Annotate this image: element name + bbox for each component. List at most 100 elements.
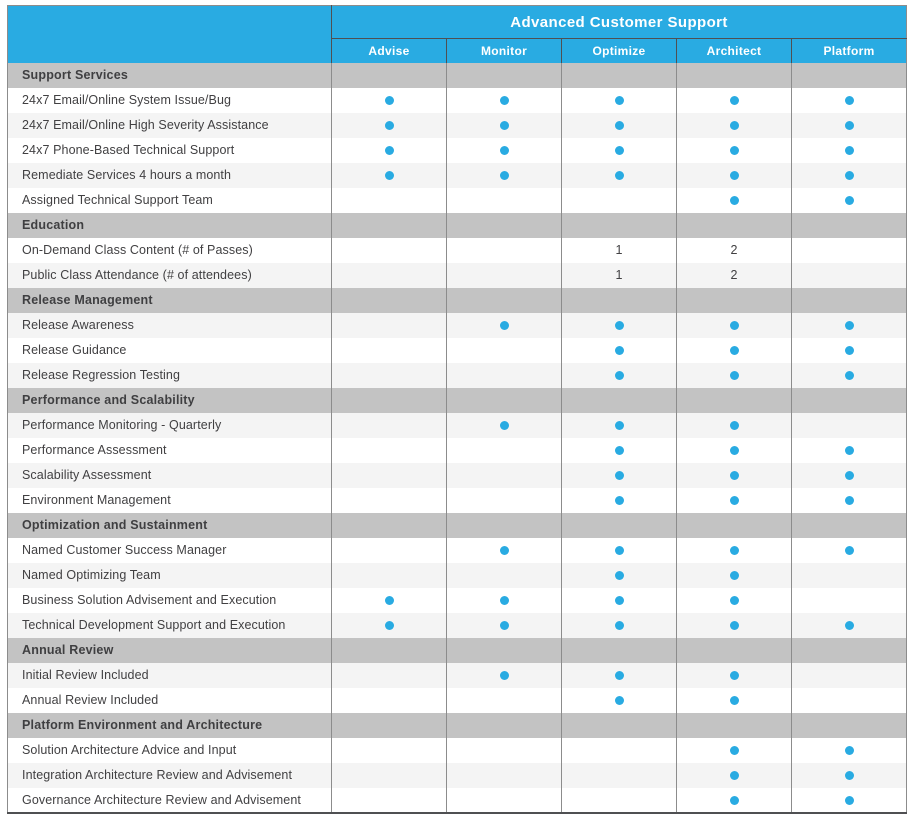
feature-cell-included — [676, 787, 792, 813]
feature-cell-empty — [791, 687, 907, 713]
included-dot-icon — [729, 546, 739, 556]
feature-cell-included — [676, 362, 792, 388]
included-dot-icon — [844, 371, 854, 381]
feature-row: Scalability Assessment — [7, 462, 907, 488]
feature-cell-included — [791, 87, 907, 113]
included-dot-icon — [729, 696, 739, 706]
included-dot-icon — [614, 546, 624, 556]
section-title: Platform Environment and Architecture — [7, 712, 332, 738]
feature-row: Named Customer Success Manager — [7, 537, 907, 563]
feature-cell-included — [561, 437, 677, 463]
included-dot-icon — [729, 571, 739, 581]
section-cell — [561, 712, 677, 738]
included-dot-icon — [384, 121, 394, 131]
included-dot-icon — [499, 171, 509, 181]
feature-row: Annual Review Included — [7, 687, 907, 713]
feature-cell-value: 1 — [561, 237, 677, 263]
included-dot-icon — [729, 146, 739, 156]
feature-cell-included — [561, 462, 677, 488]
included-dot-icon — [844, 321, 854, 331]
feature-cell-included — [791, 462, 907, 488]
feature-label: Technical Development Support and Execut… — [7, 612, 332, 638]
feature-cell-empty — [331, 487, 447, 513]
feature-cell-included — [676, 687, 792, 713]
feature-cell-included — [331, 87, 447, 113]
feature-cell-included — [561, 662, 677, 688]
feature-cell-included — [676, 662, 792, 688]
included-dot-icon — [499, 146, 509, 156]
feature-row: Business Solution Advisement and Executi… — [7, 587, 907, 613]
feature-row: Performance Assessment — [7, 437, 907, 463]
included-dot-icon — [729, 795, 739, 805]
feature-label: Assigned Technical Support Team — [7, 187, 332, 213]
feature-row: Release Regression Testing — [7, 362, 907, 388]
feature-cell-included — [331, 112, 447, 138]
feature-cell-value: 1 — [561, 262, 677, 288]
included-dot-icon — [499, 421, 509, 431]
included-dot-icon — [729, 496, 739, 506]
feature-row: Performance Monitoring - Quarterly — [7, 412, 907, 438]
included-dot-icon — [844, 146, 854, 156]
feature-cell-included — [561, 112, 677, 138]
feature-cell-empty — [791, 662, 907, 688]
feature-cell-empty — [446, 262, 562, 288]
feature-cell-included — [676, 762, 792, 788]
column-header-monitor: Monitor — [446, 38, 562, 63]
feature-label: Governance Architecture Review and Advis… — [7, 787, 332, 813]
feature-cell-empty — [561, 762, 677, 788]
feature-cell-included — [561, 687, 677, 713]
section-cell — [676, 212, 792, 238]
section-title: Annual Review — [7, 637, 332, 663]
section-cell — [561, 512, 677, 538]
feature-row: Assigned Technical Support Team — [7, 187, 907, 213]
feature-cell-included — [446, 587, 562, 613]
included-dot-icon — [614, 446, 624, 456]
included-dot-icon — [729, 446, 739, 456]
included-dot-icon — [614, 321, 624, 331]
feature-label: Environment Management — [7, 487, 332, 513]
feature-row: 24x7 Email/Online System Issue/Bug — [7, 87, 907, 113]
feature-cell-included — [446, 537, 562, 563]
section-cell — [676, 287, 792, 313]
feature-cell-empty — [331, 237, 447, 263]
feature-cell-included — [676, 187, 792, 213]
feature-cell-empty — [561, 787, 677, 813]
feature-cell-included — [676, 337, 792, 363]
feature-cell-included — [676, 587, 792, 613]
feature-label: Initial Review Included — [7, 662, 332, 688]
feature-cell-included — [676, 562, 792, 588]
feature-label: 24x7 Phone-Based Technical Support — [7, 137, 332, 163]
section-cell — [446, 212, 562, 238]
section-title: Performance and Scalability — [7, 387, 332, 413]
included-dot-icon — [614, 96, 624, 106]
column-header-platform: Platform — [791, 38, 907, 63]
section-title: Optimization and Sustainment — [7, 512, 332, 538]
included-dot-icon — [614, 596, 624, 606]
section-cell — [791, 512, 907, 538]
feature-cell-included — [446, 162, 562, 188]
feature-cell-empty — [446, 462, 562, 488]
included-dot-icon — [614, 421, 624, 431]
feature-cell-empty — [791, 562, 907, 588]
feature-cell-included — [676, 612, 792, 638]
feature-cell-included — [561, 337, 677, 363]
feature-cell-included — [791, 312, 907, 338]
feature-cell-empty — [561, 737, 677, 763]
feature-cell-included — [331, 162, 447, 188]
feature-label: Public Class Attendance (# of attendees) — [7, 262, 332, 288]
feature-cell-included — [676, 312, 792, 338]
included-dot-icon — [499, 321, 509, 331]
section-title: Release Management — [7, 287, 332, 313]
feature-cell-empty — [331, 312, 447, 338]
feature-cell-included — [791, 787, 907, 813]
included-dot-icon — [614, 571, 624, 581]
feature-cell-empty — [331, 687, 447, 713]
feature-cell-value: 2 — [676, 237, 792, 263]
feature-cell-empty — [791, 237, 907, 263]
section-cell — [791, 212, 907, 238]
included-dot-icon — [729, 196, 739, 206]
feature-cell-empty — [446, 762, 562, 788]
feature-cell-value: 2 — [676, 262, 792, 288]
feature-cell-empty — [446, 437, 562, 463]
included-dot-icon — [844, 196, 854, 206]
